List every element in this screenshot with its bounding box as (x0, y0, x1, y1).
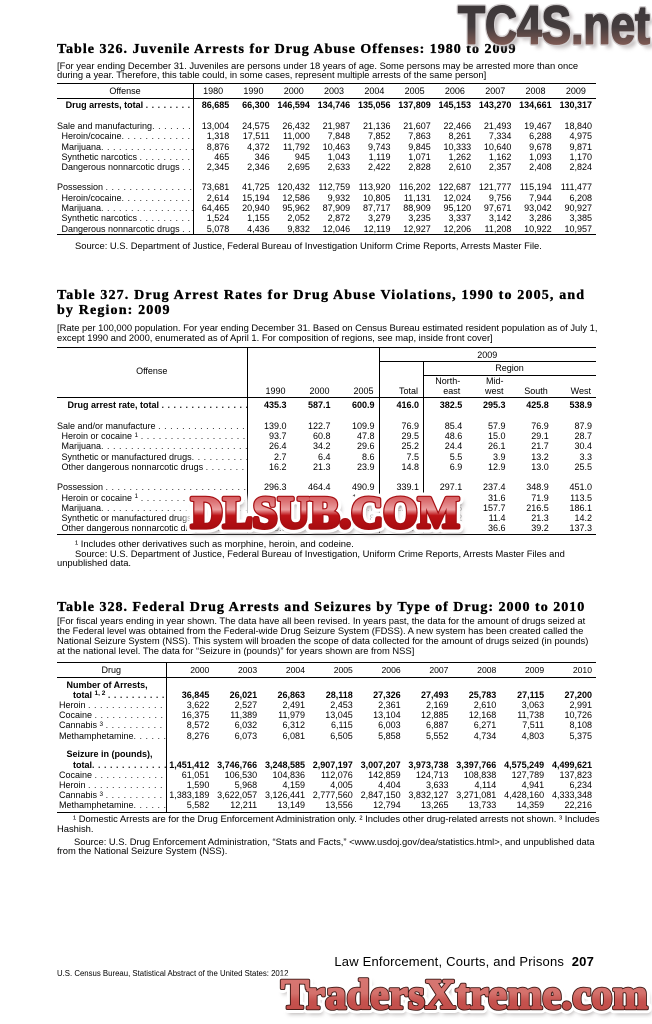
svg-text:DLSUB.COM: DLSUB.COM (194, 493, 463, 542)
svg-text:TradersXtreme.com: TradersXtreme.com (284, 977, 651, 1023)
svg-text:TradersXtreme.com: TradersXtreme.com (281, 973, 648, 1019)
svg-text:DLSUB.COM: DLSUB.COM (191, 488, 460, 537)
svg-text:TC4S.net: TC4S.net (462, 0, 652, 58)
svg-text:TC4S.net: TC4S.net (458, 0, 650, 56)
svg-text:TradersXtreme.com: TradersXtreme.com (281, 973, 648, 1019)
svg-text:DLSUB.COM: DLSUB.COM (191, 488, 460, 537)
svg-text:TradersXtreme.com: TradersXtreme.com (281, 973, 648, 1019)
svg-text:DLSUB.COM: DLSUB.COM (191, 488, 460, 537)
svg-text:TC4S.net: TC4S.net (458, 0, 650, 56)
